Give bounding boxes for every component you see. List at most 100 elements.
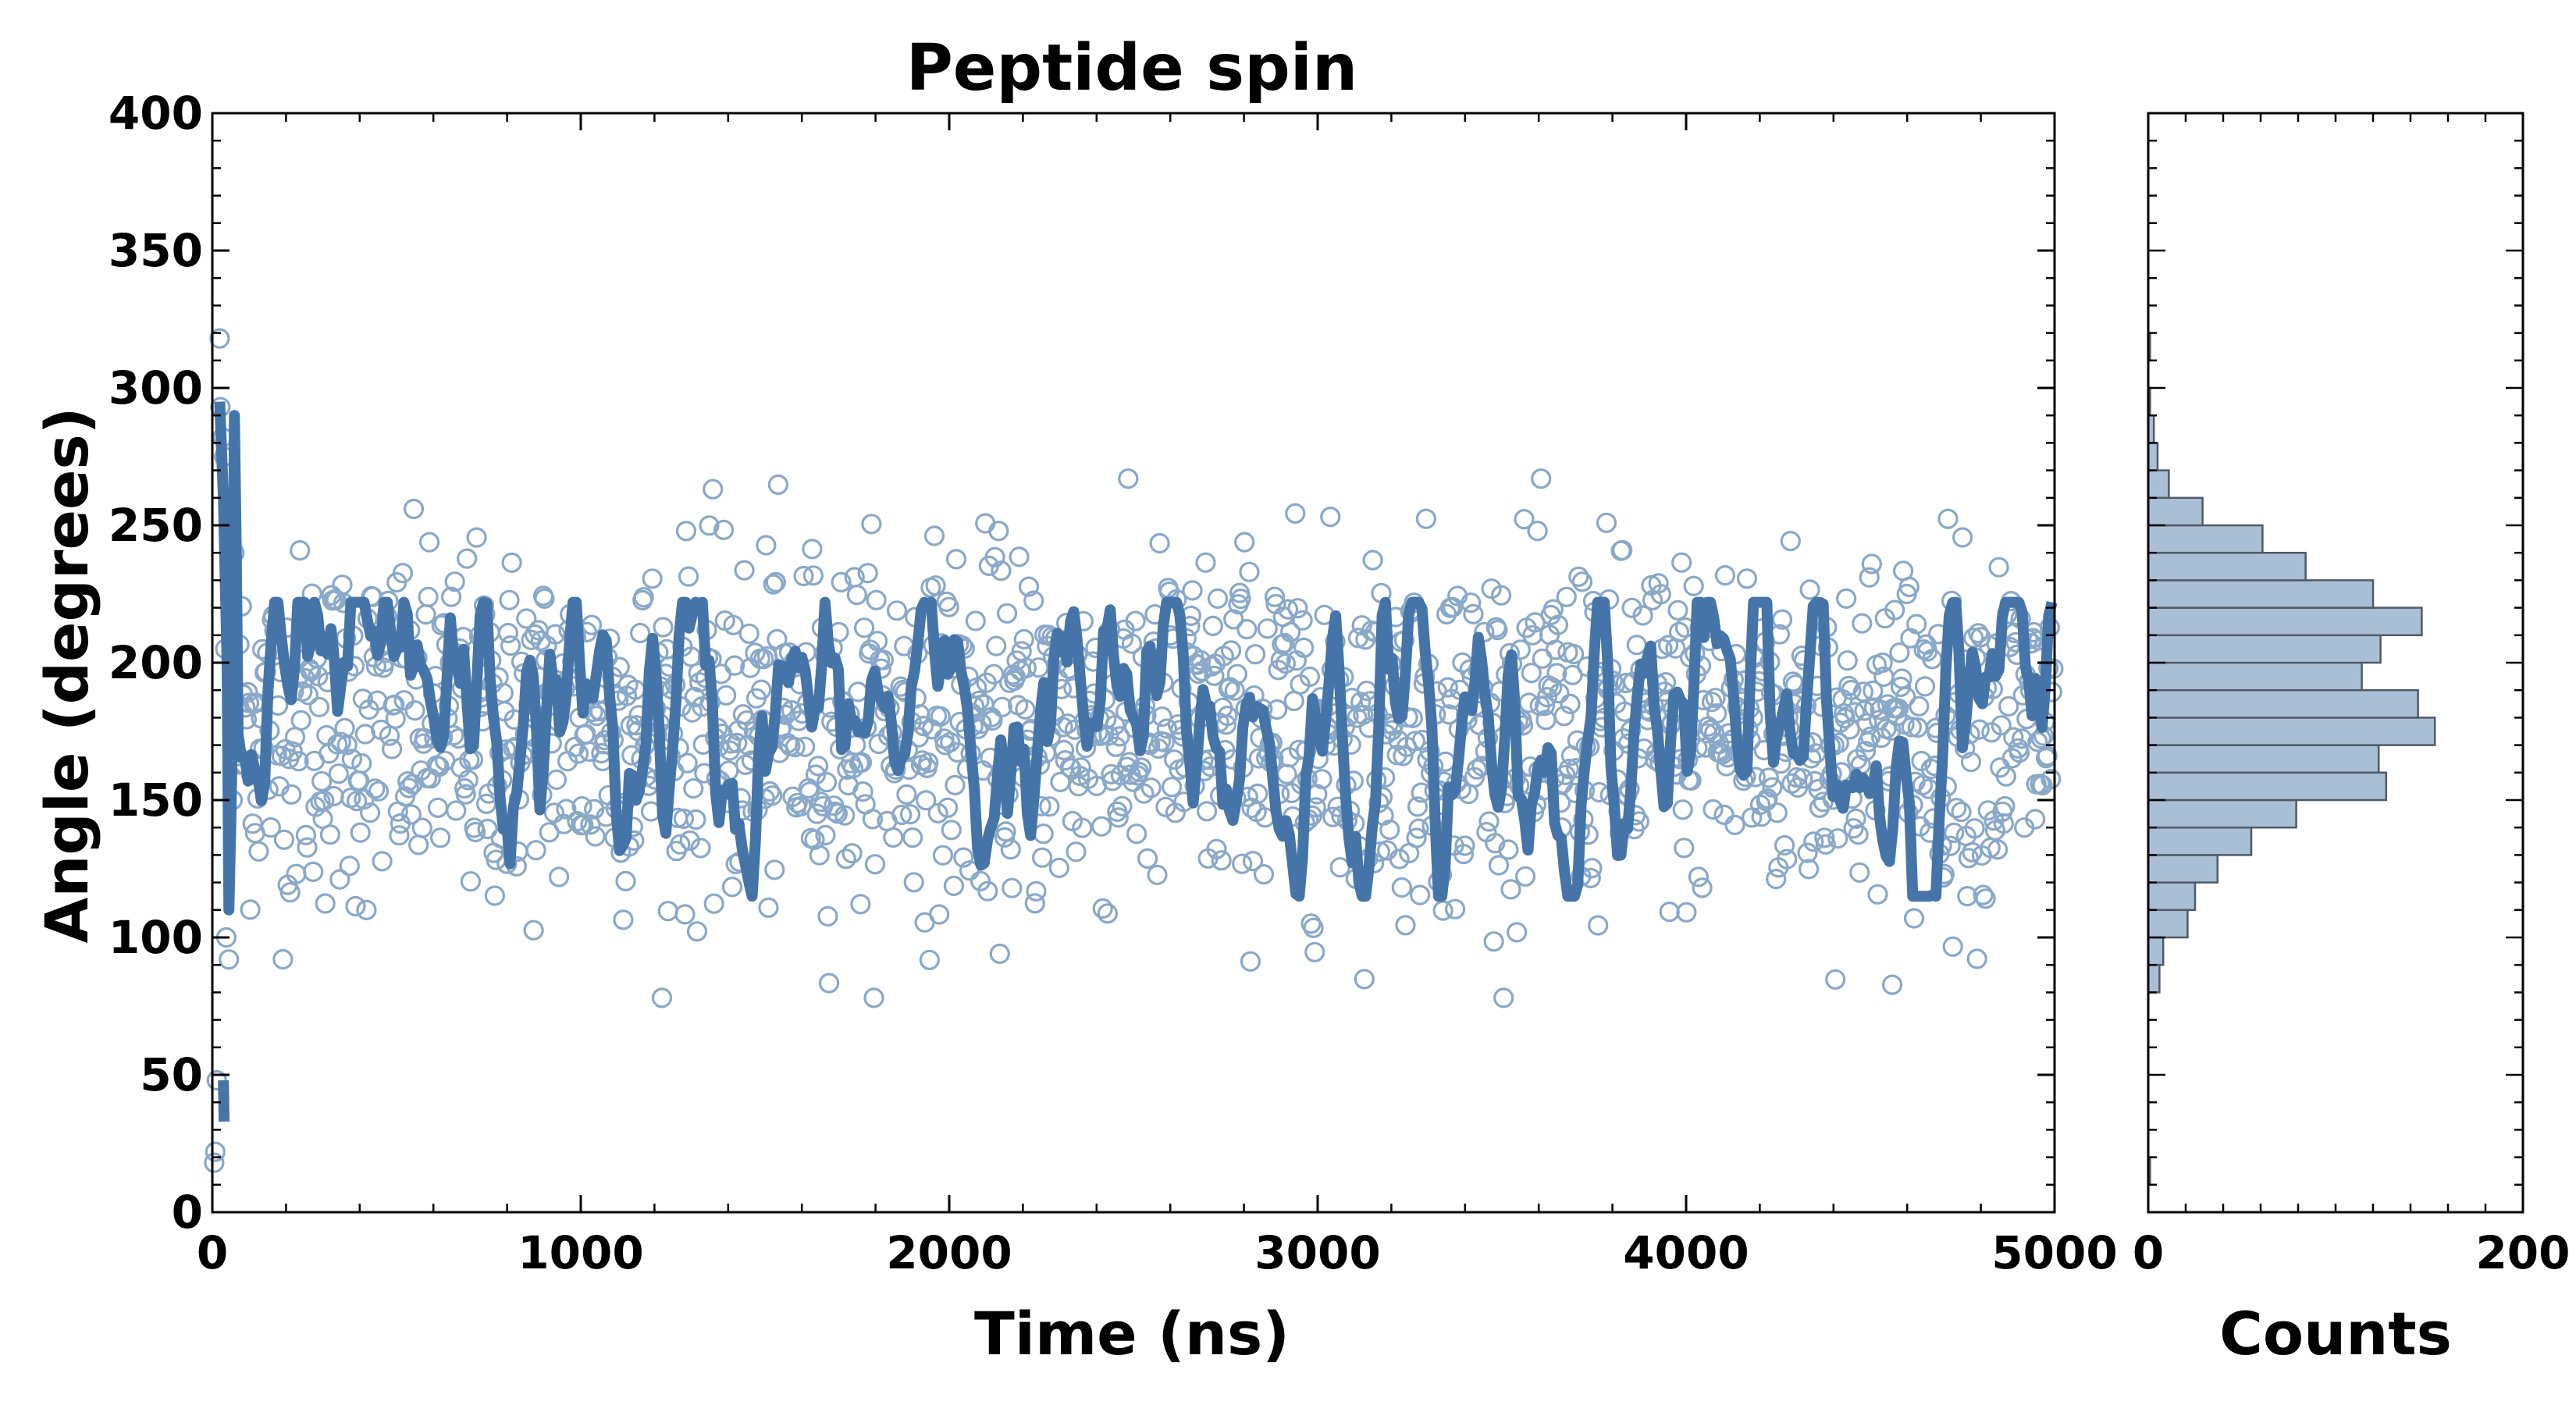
scatter-point bbox=[477, 818, 498, 840]
scatter-point bbox=[850, 894, 871, 915]
scatter-point bbox=[580, 814, 601, 835]
scatter-point bbox=[1070, 757, 1091, 778]
histogram-x-tick-label: 0 bbox=[2133, 1226, 2164, 1279]
scatter-point bbox=[1211, 850, 1232, 871]
scatter-point bbox=[1696, 723, 1717, 744]
scatter-point bbox=[1466, 759, 1488, 780]
scatter-point bbox=[1000, 839, 1021, 860]
scatter-point bbox=[1960, 751, 1982, 773]
scatter-point bbox=[1112, 795, 1133, 816]
scatter-point bbox=[365, 778, 386, 799]
histogram-bar bbox=[2147, 606, 2423, 637]
scatter-point bbox=[1534, 695, 1556, 717]
scatter-point bbox=[297, 685, 319, 706]
scatter-point bbox=[1121, 633, 1143, 654]
scatter-point bbox=[703, 893, 724, 914]
scatter-point bbox=[991, 560, 1012, 582]
histogram-chart: Counts 0 200 bbox=[2133, 112, 2571, 1368]
scatter-point bbox=[690, 838, 711, 859]
scatter-point bbox=[1236, 618, 1258, 640]
scatter-point bbox=[988, 521, 1009, 542]
scatter-point bbox=[501, 552, 522, 574]
scatter-point bbox=[932, 845, 954, 866]
scatter-point bbox=[1859, 567, 1880, 588]
histogram-bar bbox=[2147, 963, 2161, 994]
scatter-point bbox=[851, 752, 873, 773]
scatter-point bbox=[945, 774, 966, 796]
scatter-point bbox=[1432, 900, 1453, 921]
scatter-point bbox=[853, 617, 875, 638]
scatter-point bbox=[315, 893, 336, 914]
scatter-point bbox=[1125, 610, 1146, 631]
scatter-point bbox=[809, 845, 830, 866]
y-tick-label: 50 bbox=[140, 1048, 203, 1101]
histogram-bar bbox=[2147, 524, 2264, 554]
scatter-point bbox=[1161, 777, 1183, 798]
scatter-point bbox=[1906, 614, 1927, 635]
scatter-point bbox=[642, 568, 663, 589]
scatter-point bbox=[1048, 857, 1069, 879]
scatter-point bbox=[1998, 695, 2019, 717]
scatter-point bbox=[1514, 509, 1535, 530]
scatter-point bbox=[273, 829, 295, 850]
scatter-point bbox=[1182, 580, 1203, 601]
y-tick-label: 300 bbox=[109, 361, 203, 414]
scatter-point bbox=[1303, 917, 1324, 938]
scatter-point bbox=[524, 624, 546, 646]
scatter-point bbox=[1704, 723, 1725, 744]
scatter-point bbox=[1973, 884, 1994, 905]
scatter-point bbox=[1299, 666, 1321, 688]
scatter-point bbox=[1362, 550, 1383, 571]
scatter-point bbox=[314, 790, 335, 811]
scatter-point bbox=[446, 800, 467, 821]
scatter-point bbox=[1672, 799, 1693, 820]
scatter-point bbox=[350, 822, 371, 843]
scatter-point bbox=[1799, 579, 1820, 600]
scatter-point bbox=[903, 872, 924, 893]
scatter-point bbox=[802, 539, 823, 560]
x-axis-label: Time (ns) bbox=[974, 1299, 1290, 1368]
scatter-point bbox=[1202, 615, 1223, 637]
scatter-point bbox=[384, 694, 405, 716]
scatter-point bbox=[1461, 592, 1482, 614]
scatter-point bbox=[1669, 621, 1690, 642]
scatter-point bbox=[389, 825, 410, 846]
scatter-point bbox=[1688, 866, 1709, 887]
scatter-point bbox=[613, 909, 634, 930]
scatter-point bbox=[1395, 915, 1416, 936]
scatter-point bbox=[1464, 767, 1485, 788]
scatter-point bbox=[444, 571, 465, 592]
scatter-point bbox=[400, 804, 422, 825]
x-tick-label: 4000 bbox=[1623, 1226, 1749, 1279]
scatter-point bbox=[805, 764, 827, 785]
scatter-point bbox=[1547, 614, 1569, 635]
scatter-point bbox=[982, 710, 1003, 731]
scatter-point bbox=[1937, 508, 1959, 529]
scatter-point bbox=[1860, 726, 1881, 748]
scatter-point bbox=[429, 827, 451, 848]
scatter-point bbox=[1311, 769, 1332, 790]
scatter-point bbox=[1951, 801, 1972, 823]
scatter-point bbox=[1105, 736, 1126, 757]
scatter-point bbox=[916, 790, 937, 811]
scatter-point bbox=[762, 785, 783, 806]
histogram-bar bbox=[2147, 442, 2159, 471]
scatter-point bbox=[793, 565, 814, 587]
y-tick-label: 400 bbox=[109, 87, 203, 140]
scatter-point bbox=[1792, 768, 1813, 789]
scatter-point bbox=[1147, 864, 1168, 886]
scatter-point bbox=[1406, 827, 1427, 848]
scatter-point bbox=[427, 797, 449, 818]
scatter-point bbox=[831, 571, 852, 593]
scatter-point bbox=[824, 801, 845, 823]
scatter-point bbox=[1861, 553, 1882, 574]
scatter-point bbox=[1490, 585, 1512, 606]
scatter-point bbox=[404, 700, 425, 721]
scatter-point bbox=[1393, 745, 1414, 767]
scatter-point bbox=[1781, 773, 1802, 794]
scatter-point bbox=[724, 655, 745, 676]
scatter-point bbox=[1757, 788, 1778, 809]
scatter-point bbox=[209, 328, 230, 349]
scatter-point bbox=[894, 635, 915, 656]
scatter-point bbox=[1478, 811, 1500, 832]
